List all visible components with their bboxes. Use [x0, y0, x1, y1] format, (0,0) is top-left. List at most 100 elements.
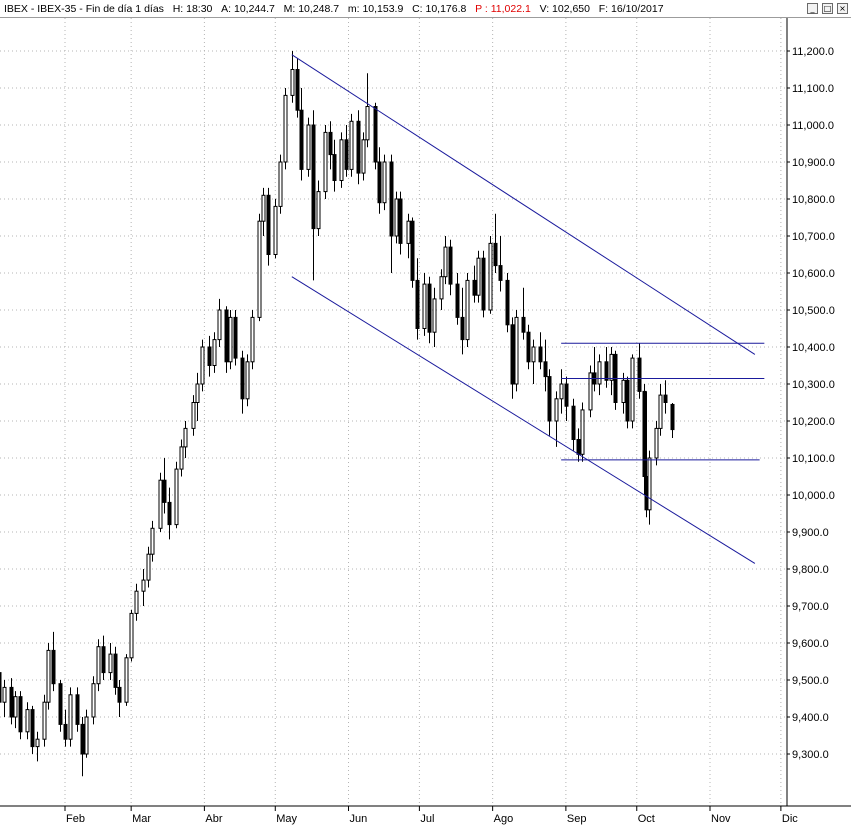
- candle: [521, 287, 526, 340]
- candle: [439, 269, 444, 310]
- close-button[interactable]: ×: [837, 3, 848, 14]
- candle: [488, 236, 493, 314]
- candle: [448, 239, 453, 296]
- candle: [290, 51, 295, 103]
- candle-body: [663, 394, 668, 404]
- y-tick-label: 10,300.0: [792, 379, 835, 391]
- candle: [554, 391, 559, 447]
- price-chart[interactable]: 9,300.0 9,400.0 9,500.0 9,600.0 9,700.0 9,800…: [0, 18, 851, 825]
- maximize-button[interactable]: □: [822, 3, 833, 14]
- candle: [179, 439, 184, 477]
- candle-body: [96, 646, 101, 685]
- y-tick-label: 10,100.0: [792, 453, 835, 465]
- candle-body: [554, 398, 559, 422]
- candle-body: [9, 686, 14, 718]
- candle-body: [46, 649, 51, 703]
- candle-body: [382, 161, 387, 204]
- x-tick-label: Ago: [494, 813, 514, 825]
- candle: [158, 472, 163, 532]
- candle: [588, 365, 593, 418]
- candle: [389, 154, 394, 273]
- x-tick-label: May: [276, 813, 297, 825]
- y-tick-label: 10,700.0: [792, 231, 835, 243]
- candle: [481, 250, 486, 318]
- candle: [13, 691, 18, 729]
- candle: [240, 350, 245, 414]
- candle-body: [51, 649, 56, 685]
- candle-body: [273, 205, 278, 255]
- x-tick-label: Jul: [420, 813, 434, 825]
- x-tick-label: Oct: [638, 813, 655, 825]
- candle: [224, 306, 229, 373]
- candle-body: [543, 361, 548, 378]
- candle: [538, 332, 543, 370]
- y-tick-label: 9,900.0: [792, 527, 829, 539]
- candle-body: [328, 131, 333, 156]
- title-low: m: 10,153.9: [347, 3, 404, 15]
- candle: [493, 213, 498, 273]
- candle: [257, 213, 262, 322]
- candle: [398, 191, 403, 255]
- title-instrument: IBEX - IBEX-35 - Fin de día 1 días: [4, 3, 164, 15]
- candle-body: [422, 283, 427, 330]
- candle-body: [472, 279, 477, 296]
- y-tick-label: 11,200.0: [792, 46, 834, 58]
- candle: [349, 113, 354, 177]
- candle-body: [233, 316, 238, 359]
- candle-body: [212, 339, 217, 367]
- candle: [35, 731, 40, 762]
- candle: [80, 717, 85, 777]
- candle: [250, 310, 255, 370]
- candle: [323, 125, 328, 199]
- candle-body: [406, 220, 411, 244]
- trendline-lower-channel: [291, 276, 756, 564]
- y-tick-label: 9,300.0: [792, 749, 829, 761]
- candle: [68, 687, 73, 747]
- candle: [625, 376, 630, 429]
- y-tick-label: 9,700.0: [792, 601, 829, 613]
- candle-body: [439, 276, 444, 300]
- candle-body: [670, 403, 675, 431]
- candle-body: [306, 124, 311, 170]
- candle-body: [349, 120, 354, 170]
- candle: [30, 705, 35, 754]
- candle: [2, 680, 7, 717]
- candle-body: [42, 701, 47, 740]
- candle: [531, 339, 536, 384]
- candle: [576, 428, 581, 462]
- candle: [245, 354, 250, 407]
- candle-body: [658, 394, 663, 429]
- candle-body: [476, 257, 481, 296]
- candle-body: [637, 357, 642, 392]
- candle-body: [625, 379, 630, 422]
- candle: [427, 276, 432, 344]
- candle: [365, 73, 370, 148]
- candle-body: [647, 457, 652, 511]
- candle: [630, 354, 635, 429]
- candle: [328, 121, 333, 170]
- candle-body: [332, 154, 337, 182]
- candle: [377, 147, 382, 214]
- candle: [460, 287, 465, 355]
- candle: [129, 609, 134, 662]
- title-volume: V: 102,650: [539, 3, 590, 15]
- candle-body: [514, 316, 519, 385]
- candle-body: [278, 161, 283, 207]
- candle: [113, 646, 118, 695]
- candle: [63, 709, 68, 747]
- candle: [306, 117, 311, 177]
- candle-body: [240, 357, 245, 400]
- candle-body: [521, 316, 526, 333]
- minimize-button[interactable]: _: [807, 3, 818, 14]
- candle-body: [621, 379, 626, 403]
- candle-body: [538, 346, 543, 363]
- candle: [361, 132, 366, 181]
- candles: [0, 51, 675, 777]
- y-tick-label: 9,400.0: [792, 712, 829, 724]
- candle: [18, 691, 23, 740]
- candle: [526, 324, 531, 370]
- candle: [212, 332, 217, 373]
- x-axis-labels: Feb Mar Abr May Jun Jul Ago Sep Oct Nov Dic: [66, 813, 798, 825]
- candle-body: [361, 139, 366, 174]
- candle-body: [564, 383, 569, 407]
